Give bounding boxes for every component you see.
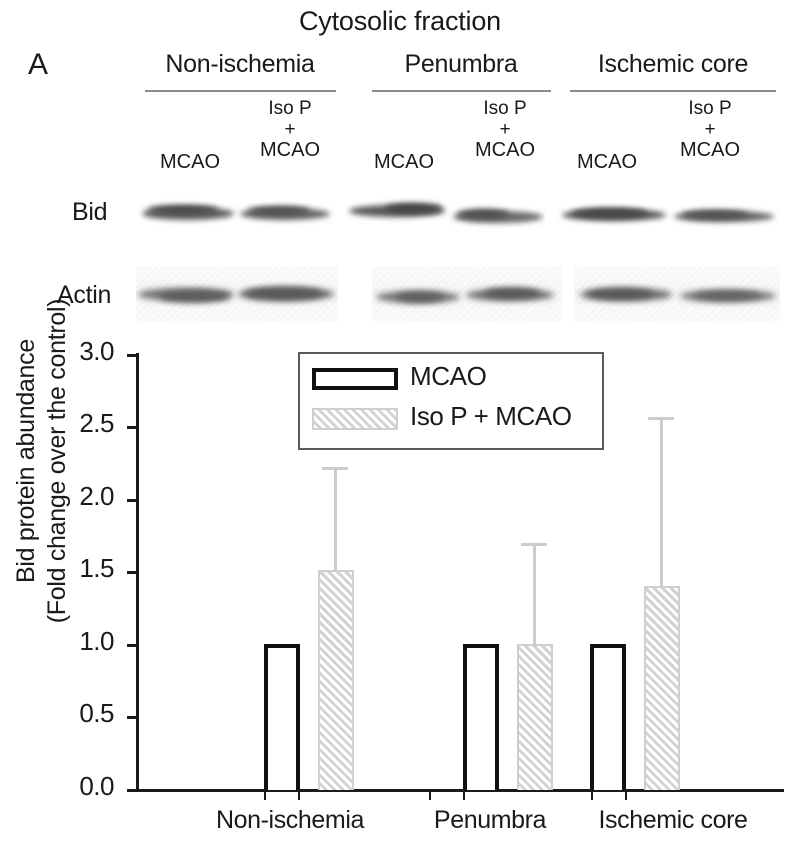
lane-label-g2-isop-mcao: Iso P + MCAO bbox=[459, 98, 551, 161]
y-tick-label-0-5: 0.5 bbox=[79, 698, 114, 728]
bar-mcao-non-ischemia bbox=[264, 644, 300, 790]
lane-label-line-iso-p: Iso P bbox=[688, 98, 732, 119]
y-tick-3-0 bbox=[127, 354, 137, 357]
errorbar-cap-isop-mcao-ischemic-core bbox=[648, 417, 674, 420]
y-tick-2-0 bbox=[127, 499, 137, 502]
blot-group-header-non-ischemia: Non-ischemia bbox=[165, 50, 315, 78]
x-axis-label-non-ischemia: Non-ischemia bbox=[215, 806, 365, 834]
lane-label-line-iso-p: Iso P bbox=[268, 98, 312, 119]
y-axis-title-line1: Bid protein abundance bbox=[12, 339, 40, 583]
x-tick-3 bbox=[429, 789, 431, 800]
y-tick-label-2-0: 2.0 bbox=[79, 481, 114, 511]
x-axis-label-penumbra: Penumbra bbox=[433, 806, 547, 834]
y-tick-0-5 bbox=[127, 716, 137, 719]
errorbar-cap-isop-mcao-non-ischemia bbox=[322, 467, 348, 470]
figure-title: Cytosolic fraction bbox=[299, 6, 501, 36]
blot-group-rule-non-ischemia bbox=[145, 90, 336, 92]
y-tick-label-0-0: 0.0 bbox=[79, 771, 114, 801]
chart-y-axis bbox=[136, 353, 139, 792]
x-tick-1 bbox=[264, 789, 266, 800]
lane-label-g1-mcao: MCAO bbox=[160, 151, 220, 173]
y-axis-title-line2: (Fold change over the control) bbox=[43, 298, 71, 624]
legend-swatch-isop-mcao-icon bbox=[312, 408, 398, 430]
lane-label-line-plus: + bbox=[499, 119, 511, 140]
lane-label-line-mcao: MCAO bbox=[680, 139, 740, 161]
x-axis-label-ischemic-core: Ischemic core bbox=[598, 806, 748, 834]
blot-strip-bid-non-ischemia bbox=[138, 196, 340, 238]
panel-letter: A bbox=[28, 48, 49, 81]
lane-label-line-plus: + bbox=[704, 119, 716, 140]
blot-group-rule-ischemic-core bbox=[570, 90, 776, 92]
bar-isop-mcao-ischemic-core bbox=[644, 586, 680, 790]
blot-group-rule-penumbra bbox=[372, 90, 551, 92]
y-tick-0-0 bbox=[127, 789, 137, 792]
lane-label-line-iso-p: Iso P bbox=[483, 98, 527, 119]
chart-legend: MCAO Iso P + MCAO bbox=[298, 352, 604, 450]
y-axis-title: Bid protein abundance (Fold change over … bbox=[11, 111, 73, 811]
blot-strip-actin-penumbra bbox=[372, 266, 562, 322]
blot-group-header-penumbra: Penumbra bbox=[404, 50, 518, 78]
y-tick-label-1-5: 1.5 bbox=[79, 553, 114, 583]
blot-group-header-ischemic-core: Ischemic core bbox=[597, 50, 749, 78]
errorbar-stem-isop-mcao-ischemic-core bbox=[660, 418, 663, 588]
blot-strip-actin-ischemic-core bbox=[574, 266, 780, 322]
x-tick-4 bbox=[463, 789, 465, 800]
lane-label-line-plus: + bbox=[284, 119, 296, 140]
lane-label-g2-mcao: MCAO bbox=[374, 151, 434, 173]
blot-row-label-bid: Bid bbox=[72, 198, 108, 226]
legend-label-isop-mcao: Iso P + MCAO bbox=[410, 401, 572, 431]
lane-label-g1-isop-mcao: Iso P + MCAO bbox=[244, 98, 336, 161]
bar-mcao-ischemic-core bbox=[590, 644, 626, 790]
y-tick-1-5 bbox=[127, 571, 137, 574]
blot-row-label-actin: Actin bbox=[57, 281, 112, 309]
bar-isop-mcao-penumbra bbox=[517, 644, 553, 790]
x-tick-6 bbox=[625, 789, 627, 800]
y-tick-2-5 bbox=[127, 426, 137, 429]
errorbar-cap-isop-mcao-penumbra bbox=[521, 543, 547, 546]
chart-x-axis bbox=[136, 789, 784, 792]
legend-label-mcao: MCAO bbox=[410, 361, 487, 391]
lane-label-g3-isop-mcao: Iso P + MCAO bbox=[664, 98, 756, 161]
y-tick-label-3-0: 3.0 bbox=[79, 336, 114, 366]
bar-isop-mcao-non-ischemia bbox=[318, 570, 354, 790]
lane-label-g3-mcao: MCAO bbox=[577, 151, 637, 173]
blot-strip-bid-ischemic-core bbox=[552, 196, 780, 238]
y-tick-label-2-5: 2.5 bbox=[79, 408, 114, 438]
lane-label-line-mcao: MCAO bbox=[475, 139, 535, 161]
errorbar-stem-isop-mcao-penumbra bbox=[533, 544, 536, 646]
blot-strip-bid-penumbra bbox=[345, 196, 545, 238]
blot-strip-actin-non-ischemia bbox=[136, 266, 338, 322]
bar-mcao-penumbra bbox=[463, 644, 499, 790]
x-tick-2 bbox=[298, 789, 300, 800]
errorbar-stem-isop-mcao-non-ischemia bbox=[334, 468, 337, 572]
x-tick-5 bbox=[591, 789, 593, 800]
y-tick-label-1-0: 1.0 bbox=[79, 626, 114, 656]
y-tick-1-0 bbox=[127, 644, 137, 647]
lane-label-line-mcao: MCAO bbox=[260, 139, 320, 161]
legend-swatch-mcao-icon bbox=[312, 368, 398, 390]
